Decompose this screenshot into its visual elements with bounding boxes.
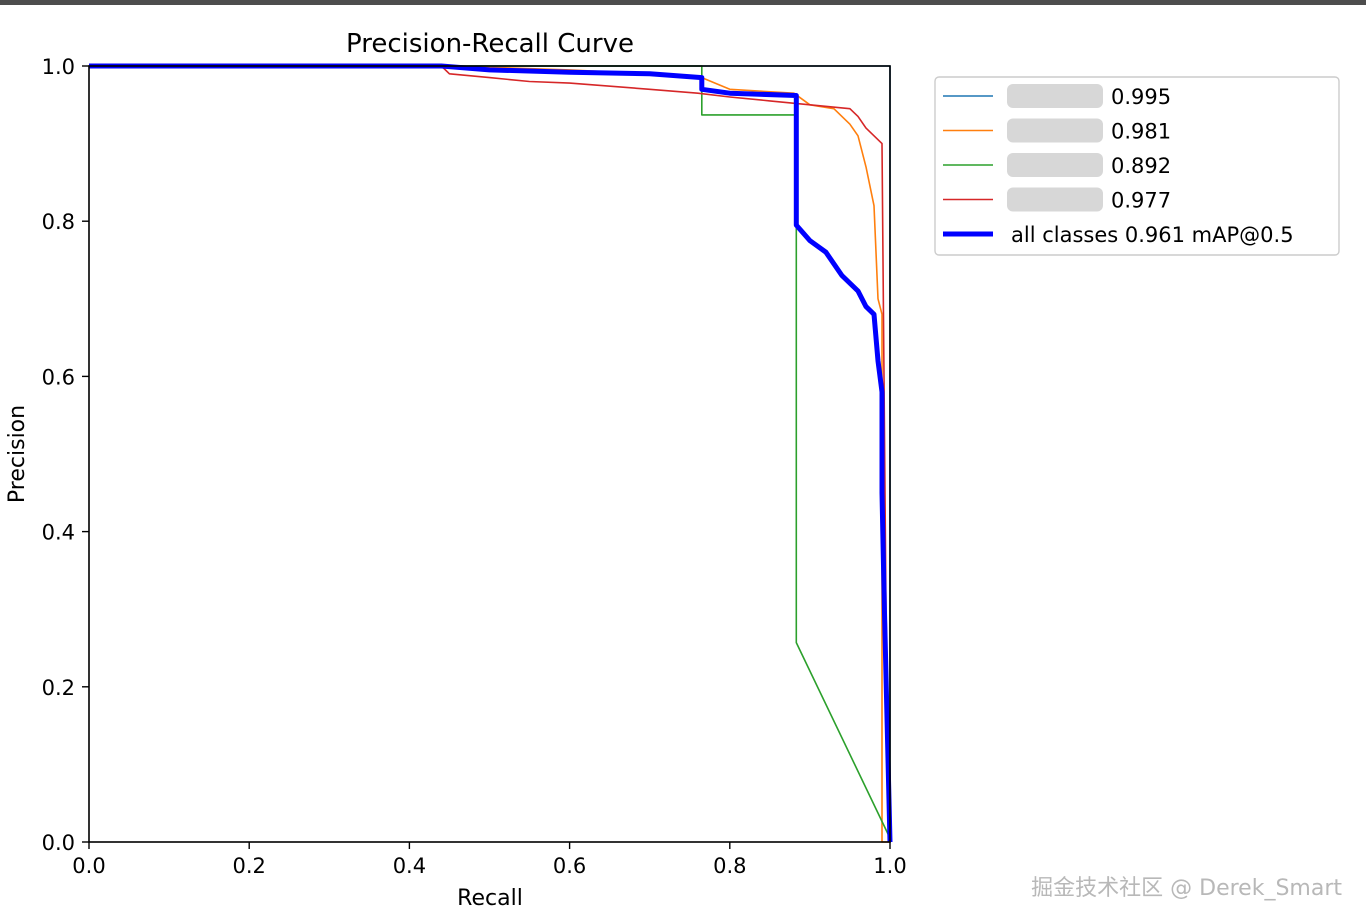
x-tick-label: 0.2 <box>232 854 265 878</box>
legend-redacted-label <box>1007 118 1103 143</box>
x-axis-label: Recall <box>457 886 523 911</box>
legend: 0.995 0.981 0.892 0.977 all classes 0.961 mA… <box>934 76 1340 256</box>
y-tick-label: 0.2 <box>42 676 75 700</box>
legend-redacted-label <box>1007 187 1103 212</box>
x-axis-ticks: 0.0 0.2 0.4 0.6 0.8 1.0 <box>72 842 907 878</box>
legend-label: 0.995 <box>1111 85 1171 109</box>
legend-label: 0.892 <box>1111 154 1171 178</box>
x-tick-label: 0.6 <box>553 854 586 878</box>
x-tick-label: 0.0 <box>72 854 105 878</box>
x-tick-label: 0.8 <box>713 854 746 878</box>
y-tick-label: 0.4 <box>42 521 75 545</box>
series-line-2 <box>89 65 890 843</box>
legend-redacted-label <box>1007 84 1103 108</box>
y-tick-label: 1.0 <box>42 55 75 79</box>
chart-title: Precision-Recall Curve <box>346 29 634 59</box>
series-line-4 <box>89 65 891 843</box>
legend-label: all classes 0.961 mAP@0.5 <box>1011 223 1294 247</box>
legend-label: 0.977 <box>1111 189 1171 213</box>
plot-frame <box>88 65 891 843</box>
series-line-1 <box>89 65 891 842</box>
series-line-5 <box>89 63 893 843</box>
y-tick-label: 0.0 <box>42 831 75 855</box>
x-tick-label: 0.4 <box>393 854 426 878</box>
y-axis-label: Precision <box>5 405 30 503</box>
legend-redacted-label <box>1007 153 1103 177</box>
y-axis-ticks: 0.0 0.2 0.4 0.6 0.8 1.0 <box>42 55 89 855</box>
legend-label: 0.981 <box>1111 120 1171 144</box>
y-tick-label: 0.8 <box>42 210 75 234</box>
plot-lines <box>89 63 893 843</box>
series-line-3 <box>89 65 891 839</box>
watermark: 掘金技术社区 @ Derek_Smart <box>1031 876 1342 901</box>
x-tick-label: 1.0 <box>873 854 906 878</box>
top-border <box>0 0 1366 5</box>
y-tick-label: 0.6 <box>42 365 75 389</box>
